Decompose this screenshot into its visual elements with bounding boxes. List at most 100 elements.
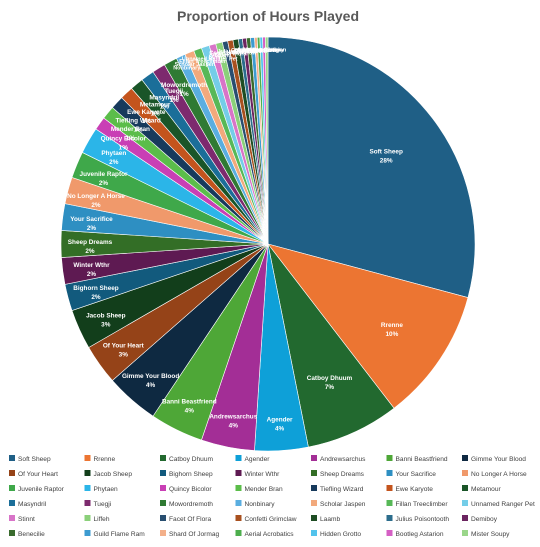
legend-swatch bbox=[235, 485, 242, 491]
slice-label-demiboy: Demiboy bbox=[234, 49, 258, 55]
legend-swatch bbox=[160, 455, 166, 461]
legend-label: Bighorn Sheep bbox=[169, 471, 213, 478]
slice-label-hidden-grotto: Hidden Grotto bbox=[243, 48, 281, 54]
slice-label-scholar-jaspen: Scholar Jaspen bbox=[175, 62, 216, 68]
legend-item-jacob-sheep: Jacob Sheep bbox=[84, 470, 133, 478]
slice-label-aerial-acrobatics: Aerial Acrobatics bbox=[237, 48, 282, 54]
slice-label-laamb: Laamb bbox=[229, 50, 247, 56]
legend-item-of-your-heart: Of Your Heart bbox=[9, 470, 58, 478]
legend-label: Scholar Jaspen bbox=[320, 501, 366, 508]
legend-swatch bbox=[160, 530, 166, 536]
slice-label-bootleg-astarion: Bootleg Astarion bbox=[242, 48, 287, 54]
legend-label: Mowordremoth bbox=[169, 501, 213, 508]
legend-swatch bbox=[462, 470, 468, 476]
slice-label-juvenile-raptor: Juvenile Raptor 2% bbox=[80, 171, 128, 187]
legend-swatch bbox=[9, 530, 15, 536]
legend-item-stinnt: Stinnt bbox=[9, 515, 35, 523]
legend-label: Demiboy bbox=[471, 516, 498, 523]
legend-label: Facet Of Flora bbox=[169, 516, 211, 523]
legend-label: Tiefling Wizard bbox=[320, 486, 364, 493]
legend-label: Bootleg Astarion bbox=[396, 531, 444, 538]
legend-swatch bbox=[9, 470, 15, 476]
legend-item-agender: Agender bbox=[235, 455, 270, 463]
legend-swatch bbox=[311, 500, 317, 506]
slice-label-unnamed-ranger-pet: Unnamed Ranger Pet bbox=[182, 57, 238, 63]
legend-swatch bbox=[462, 515, 468, 521]
legend-swatch bbox=[386, 485, 393, 491]
legend-label: Mender Bran bbox=[245, 486, 283, 493]
legend-swatch bbox=[160, 485, 166, 491]
legend-swatch bbox=[311, 485, 317, 491]
legend-swatch bbox=[235, 455, 242, 461]
legend-label: Gimme Your Blood bbox=[471, 456, 526, 463]
legend-label: Shard Of Jormag bbox=[169, 531, 220, 538]
legend-item-liffeh: Liffeh bbox=[84, 515, 110, 523]
legend-swatch bbox=[9, 515, 15, 521]
legend-label: Laamb bbox=[320, 516, 340, 523]
pie-slices bbox=[60, 36, 476, 452]
legend-label: Hidden Grotto bbox=[320, 531, 361, 538]
legend-label: Winter Wthr bbox=[245, 471, 281, 478]
slice-label-rrenne: Rrenne 10% bbox=[381, 322, 403, 338]
slice-label-julius-poisontooth: Julius Poisontooth bbox=[217, 49, 267, 55]
legend-swatch bbox=[235, 530, 242, 536]
legend-label: Quincy Bicolor bbox=[169, 486, 212, 493]
legend: Soft Sheep Rrenne Catboy Dhuum Agender Andre… bbox=[9, 455, 535, 538]
legend-label: Jacob Sheep bbox=[94, 471, 133, 478]
legend-label: Ewe Karyote bbox=[396, 486, 434, 493]
legend-label: Liffeh bbox=[94, 516, 110, 523]
legend-item-nonbinary: Nonbinary bbox=[235, 500, 275, 508]
legend-item-aerial-acrobatics: Aerial Acrobatics bbox=[235, 530, 294, 538]
slice-label-catboy-dhuum: Catboy Dhuum 7% bbox=[307, 375, 353, 391]
legend-swatch bbox=[462, 455, 468, 461]
legend-label: Masyndril bbox=[18, 501, 47, 508]
legend-item-tiefling-wizard: Tiefling Wizard bbox=[311, 485, 364, 493]
legend-item-bootleg-astarion: Bootleg Astarion bbox=[386, 530, 444, 538]
legend-item-benecilie: Benecilie bbox=[9, 530, 45, 538]
slice-label-masyndril: Masyndril 1% bbox=[149, 94, 179, 110]
legend-item-quincy-bicolor: Quincy Bicolor bbox=[160, 485, 212, 493]
slice-label-gimme-your-blood: Gimme Your Blood 4% bbox=[122, 373, 179, 389]
legend-item-rrenne: Rrenne bbox=[84, 455, 115, 463]
legend-item-unnamed-ranger-pet: Unnamed Ranger Pet bbox=[462, 500, 535, 508]
legend-item-no-longer-a-horse: No Longer A Horse bbox=[462, 470, 527, 478]
slice-label-shard-of-jormag: Shard Of Jormag bbox=[234, 48, 279, 54]
legend-item-mowordremoth: Mowordremoth bbox=[160, 500, 213, 508]
legend-item-fillan-treeclimber: Fillan Treeclimber bbox=[386, 500, 449, 508]
slice-label-andrewsarchus: Andrewsarchus 4% bbox=[209, 414, 257, 430]
legend-label: Benecilie bbox=[18, 531, 45, 538]
slice-label-of-your-heart: Of Your Heart 3% bbox=[103, 343, 145, 359]
legend-item-winter-wthr: Winter Wthr bbox=[235, 470, 281, 478]
legend-swatch bbox=[9, 500, 15, 506]
legend-item-laamb: Laamb bbox=[311, 515, 340, 523]
legend-label: Andrewsarchus bbox=[320, 456, 366, 463]
legend-item-ewe-karyote: Ewe Karyote bbox=[386, 485, 434, 493]
legend-swatch bbox=[386, 470, 393, 476]
legend-swatch bbox=[235, 515, 242, 521]
legend-item-mister-soupy: Mister Soupy bbox=[462, 530, 510, 538]
legend-item-banni-beastfriend: Banni Beastfriend bbox=[386, 455, 448, 463]
legend-label: No Longer A Horse bbox=[471, 471, 527, 478]
legend-item-juvenile-raptor: Juvenile Raptor bbox=[9, 485, 65, 493]
legend-swatch bbox=[311, 530, 317, 536]
legend-item-mender-bran: Mender Bran bbox=[235, 485, 283, 493]
legend-item-andrewsarchus: Andrewsarchus bbox=[311, 455, 366, 463]
legend-label: Guild Flame Ram bbox=[94, 531, 146, 538]
legend-swatch bbox=[84, 500, 91, 506]
pie-slice-soft-sheep bbox=[267, 36, 476, 298]
slice-label-confetti-grimclaw: Confetti Grimclaw bbox=[209, 51, 257, 57]
slice-label-metamour: Metamour 1% bbox=[140, 101, 171, 117]
legend-item-shard-of-jormag: Shard Of Jormag bbox=[160, 530, 220, 538]
legend-label: Catboy Dhuum bbox=[169, 456, 213, 463]
pie-slice-rrenne bbox=[267, 243, 469, 409]
slice-label-benecilie: Benecilie bbox=[238, 48, 262, 54]
legend-label: Of Your Heart bbox=[18, 471, 58, 478]
legend-label: Fillan Treeclimber bbox=[396, 501, 449, 508]
legend-swatch bbox=[9, 485, 15, 491]
legend-label: Stinnt bbox=[18, 516, 35, 523]
legend-swatch bbox=[386, 500, 393, 506]
legend-item-scholar-jaspen: Scholar Jaspen bbox=[311, 500, 366, 508]
legend-item-masyndril: Masyndril bbox=[9, 500, 47, 508]
legend-label: Mister Soupy bbox=[471, 531, 510, 538]
